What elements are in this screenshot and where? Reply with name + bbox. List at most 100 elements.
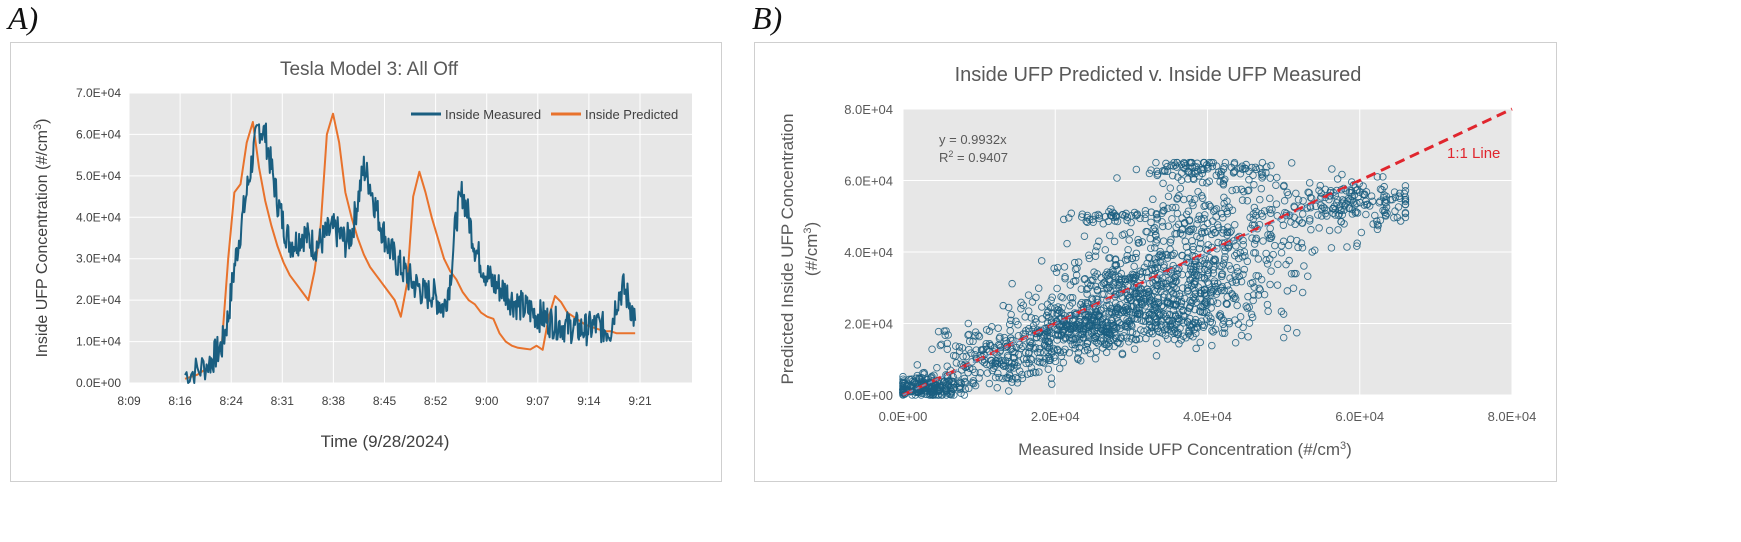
- data-point: [1014, 350, 1023, 359]
- data-point: [1036, 358, 1044, 367]
- data-point: [1153, 213, 1161, 222]
- data-point: [1396, 217, 1405, 225]
- legend-predicted-label: Inside Predicted: [585, 107, 678, 122]
- data-point: [1024, 307, 1033, 315]
- data-point: [1273, 281, 1282, 289]
- data-point: [1081, 315, 1089, 324]
- data-point: [1382, 196, 1390, 204]
- data-point: [1292, 236, 1301, 245]
- data-point: [1347, 188, 1355, 197]
- data-point: [1042, 311, 1051, 320]
- data-point: [1222, 299, 1231, 308]
- data-point: [1043, 332, 1052, 340]
- data-point: [1232, 276, 1240, 284]
- data-point: [1348, 192, 1356, 201]
- data-point: [1188, 199, 1196, 207]
- data-point: [1161, 167, 1169, 176]
- data-point: [1093, 242, 1101, 251]
- data-point: [1207, 304, 1215, 312]
- data-point: [1227, 227, 1235, 235]
- data-point: [943, 362, 951, 370]
- data-point: [1194, 187, 1202, 196]
- data-point: [1209, 158, 1217, 167]
- data-point: [1303, 272, 1312, 281]
- data-point: [1338, 170, 1346, 179]
- data-point: [1219, 320, 1227, 329]
- data-point: [1103, 272, 1112, 280]
- data-point: [1189, 293, 1197, 302]
- chart-b-y-axis-label: Predicted Inside UFP Concentration: [778, 114, 797, 385]
- data-point: [1283, 324, 1292, 333]
- data-point: [1317, 189, 1325, 197]
- data-point: [1171, 161, 1180, 169]
- data-point: [1159, 222, 1167, 231]
- data-point: [1238, 165, 1247, 174]
- data-point: [994, 354, 1002, 363]
- data-point: [1188, 251, 1196, 260]
- data-point: [1063, 239, 1071, 248]
- panel-a-label: A): [8, 0, 39, 36]
- data-point: [1169, 261, 1177, 270]
- series-inside-predicted-line: [184, 112, 636, 380]
- data-point: [1158, 218, 1166, 226]
- data-point: [1113, 304, 1122, 312]
- data-point: [1189, 225, 1197, 233]
- data-point: [991, 362, 999, 370]
- data-point: [1209, 265, 1217, 274]
- data-point: [1262, 163, 1271, 171]
- data-point: [1231, 251, 1239, 260]
- chart-b-y-tick-label: 6.0E+04: [844, 174, 893, 189]
- data-point: [1266, 224, 1274, 233]
- chart-a-x-tick-label: 8:31: [271, 394, 295, 408]
- data-point: [1134, 235, 1142, 244]
- data-point: [1231, 272, 1239, 280]
- data-point: [913, 361, 922, 369]
- data-point: [1205, 201, 1213, 209]
- data-point: [1034, 284, 1043, 293]
- data-point: [1306, 193, 1315, 202]
- data-point: [1132, 165, 1141, 174]
- data-point: [1113, 265, 1121, 274]
- data-point: [1152, 239, 1160, 247]
- data-point: [1216, 310, 1225, 318]
- data-point: [1224, 244, 1232, 252]
- data-point: [1223, 228, 1231, 236]
- data-point: [1147, 323, 1156, 332]
- data-point: [1268, 206, 1276, 214]
- data-point: [1142, 289, 1151, 298]
- data-point: [1050, 264, 1058, 273]
- data-point: [1217, 170, 1225, 179]
- chart-a-y-tick-label: 1.0E+04: [76, 335, 121, 349]
- data-point: [1248, 221, 1257, 229]
- data-point: [1225, 261, 1233, 270]
- data-point: [1047, 374, 1056, 382]
- data-point: [1394, 203, 1403, 211]
- data-point: [1378, 185, 1386, 194]
- data-point: [1192, 329, 1200, 338]
- data-point: [991, 357, 1000, 365]
- data-point: [1166, 245, 1174, 254]
- data-point: [1038, 303, 1046, 311]
- data-point: [1147, 166, 1155, 174]
- data-point: [1081, 299, 1090, 307]
- data-point: [1238, 196, 1247, 204]
- data-point: [987, 342, 995, 350]
- data-point: [1024, 291, 1033, 299]
- data-point: [1243, 304, 1252, 312]
- data-point: [1114, 338, 1122, 347]
- data-point: [961, 377, 969, 386]
- data-point: [1152, 158, 1160, 167]
- data-point: [1146, 299, 1154, 307]
- data-point: [1249, 171, 1257, 179]
- data-point: [1180, 219, 1189, 228]
- data-point: [1153, 281, 1162, 289]
- one-to-one-line-label: 1:1 Line: [1447, 145, 1500, 162]
- chart-a-x-tick-label: 9:07: [526, 394, 550, 408]
- data-point: [1149, 195, 1157, 204]
- data-point: [1228, 278, 1236, 286]
- data-point: [1123, 255, 1132, 264]
- data-point: [1255, 164, 1264, 173]
- panel-b-label: B): [752, 0, 783, 36]
- data-point: [1007, 316, 1015, 325]
- data-point: [1186, 276, 1195, 284]
